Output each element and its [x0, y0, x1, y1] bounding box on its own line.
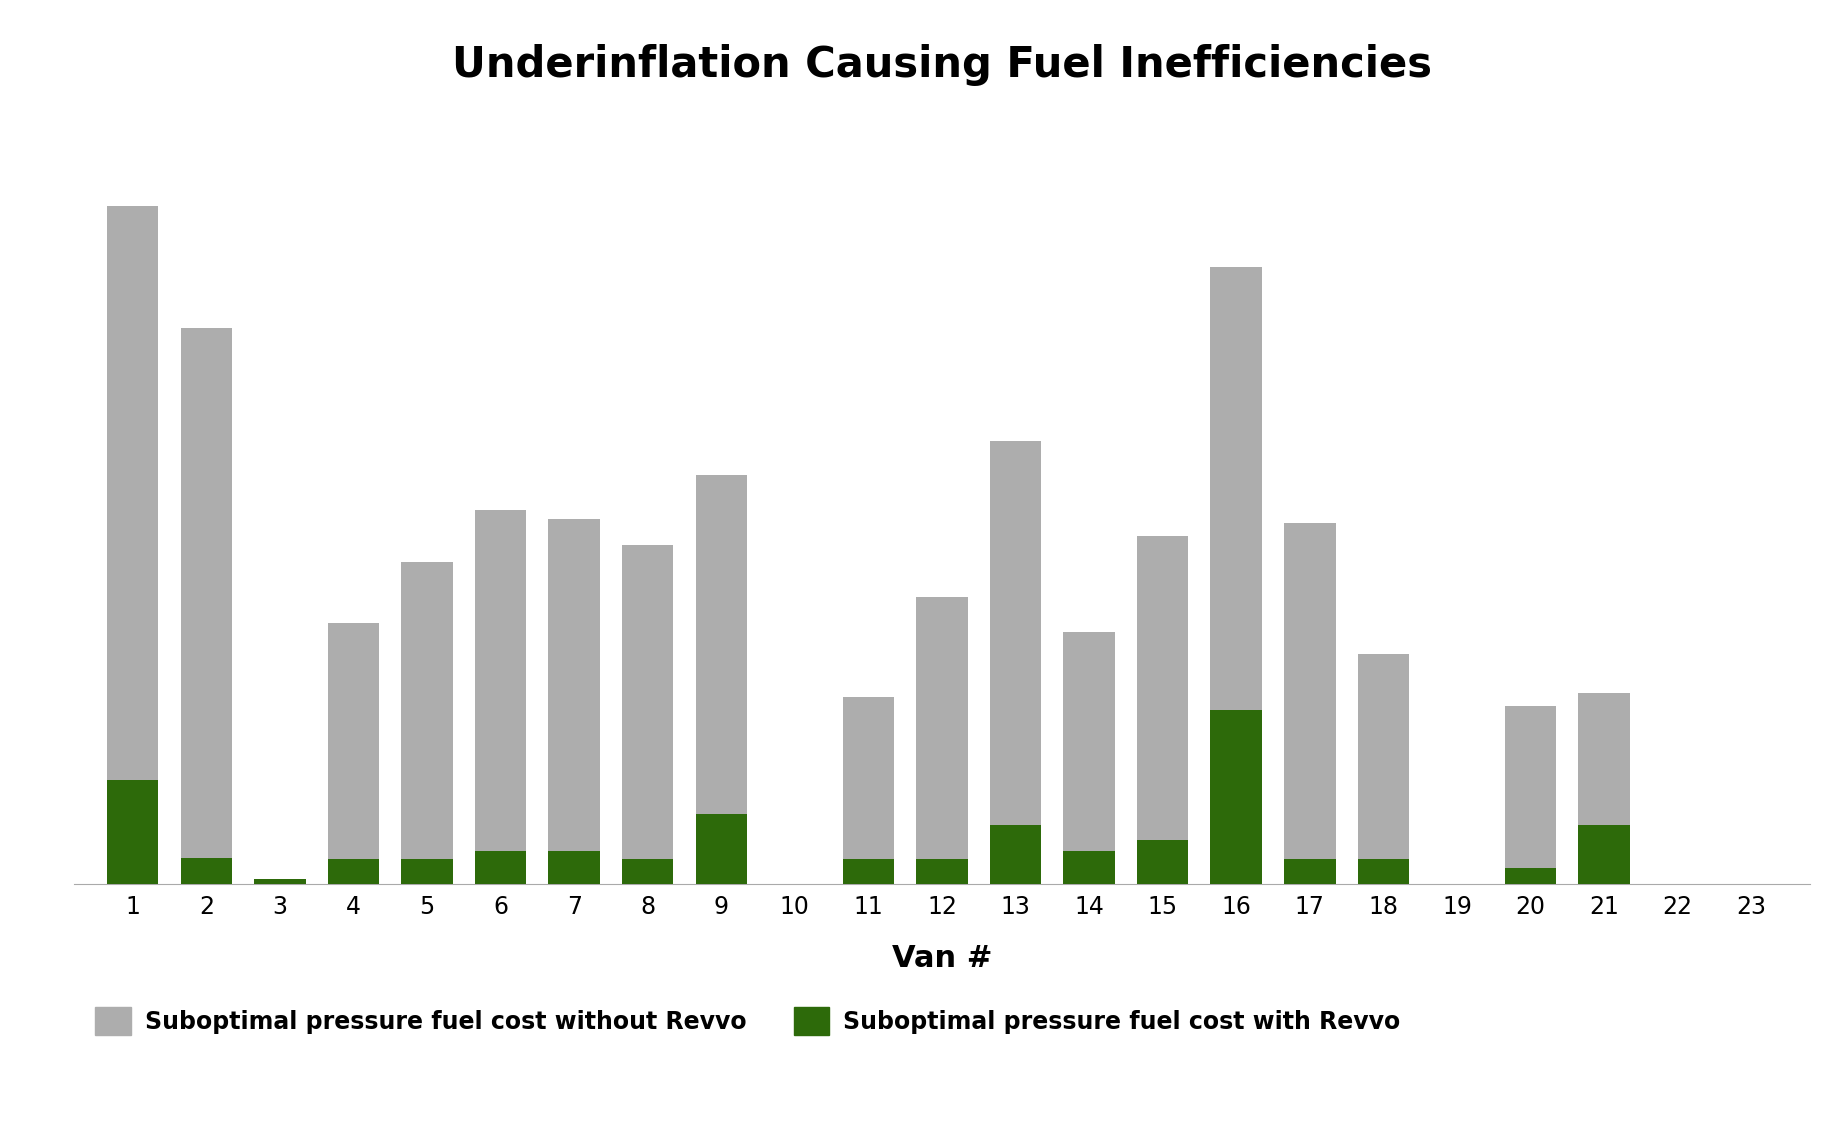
Bar	[181, 858, 233, 884]
Bar	[1284, 523, 1335, 884]
Bar	[1579, 692, 1629, 884]
Bar	[842, 697, 894, 884]
Legend: Suboptimal pressure fuel cost without Revvo, Suboptimal pressure fuel cost with : Suboptimal pressure fuel cost without Re…	[85, 997, 1409, 1045]
Bar	[107, 206, 159, 884]
Bar	[1284, 860, 1335, 884]
Bar	[1358, 860, 1409, 884]
Bar	[1064, 851, 1116, 884]
X-axis label: Van #: Van #	[892, 944, 992, 973]
Bar	[1579, 825, 1629, 884]
Bar	[1138, 841, 1188, 884]
Bar	[475, 851, 526, 884]
Bar	[181, 327, 233, 884]
Bar	[1210, 710, 1262, 884]
Bar	[916, 860, 968, 884]
Bar	[401, 860, 453, 884]
Title: Underinflation Causing Fuel Inefficiencies: Underinflation Causing Fuel Inefficienci…	[453, 44, 1431, 86]
Bar	[401, 562, 453, 884]
Bar	[696, 815, 746, 884]
Bar	[916, 597, 968, 884]
Bar	[696, 476, 746, 884]
Bar	[1505, 868, 1557, 884]
Bar	[842, 860, 894, 884]
Bar	[1210, 267, 1262, 884]
Bar	[1138, 536, 1188, 884]
Bar	[475, 510, 526, 884]
Bar	[990, 441, 1042, 884]
Bar	[1064, 632, 1116, 884]
Bar	[622, 545, 674, 884]
Bar	[327, 623, 379, 884]
Bar	[549, 519, 600, 884]
Bar	[255, 879, 305, 884]
Bar	[327, 860, 379, 884]
Bar	[255, 879, 305, 884]
Bar	[1505, 706, 1557, 884]
Bar	[107, 780, 159, 884]
Bar	[990, 825, 1042, 884]
Bar	[1358, 654, 1409, 884]
Bar	[549, 851, 600, 884]
Bar	[622, 860, 674, 884]
